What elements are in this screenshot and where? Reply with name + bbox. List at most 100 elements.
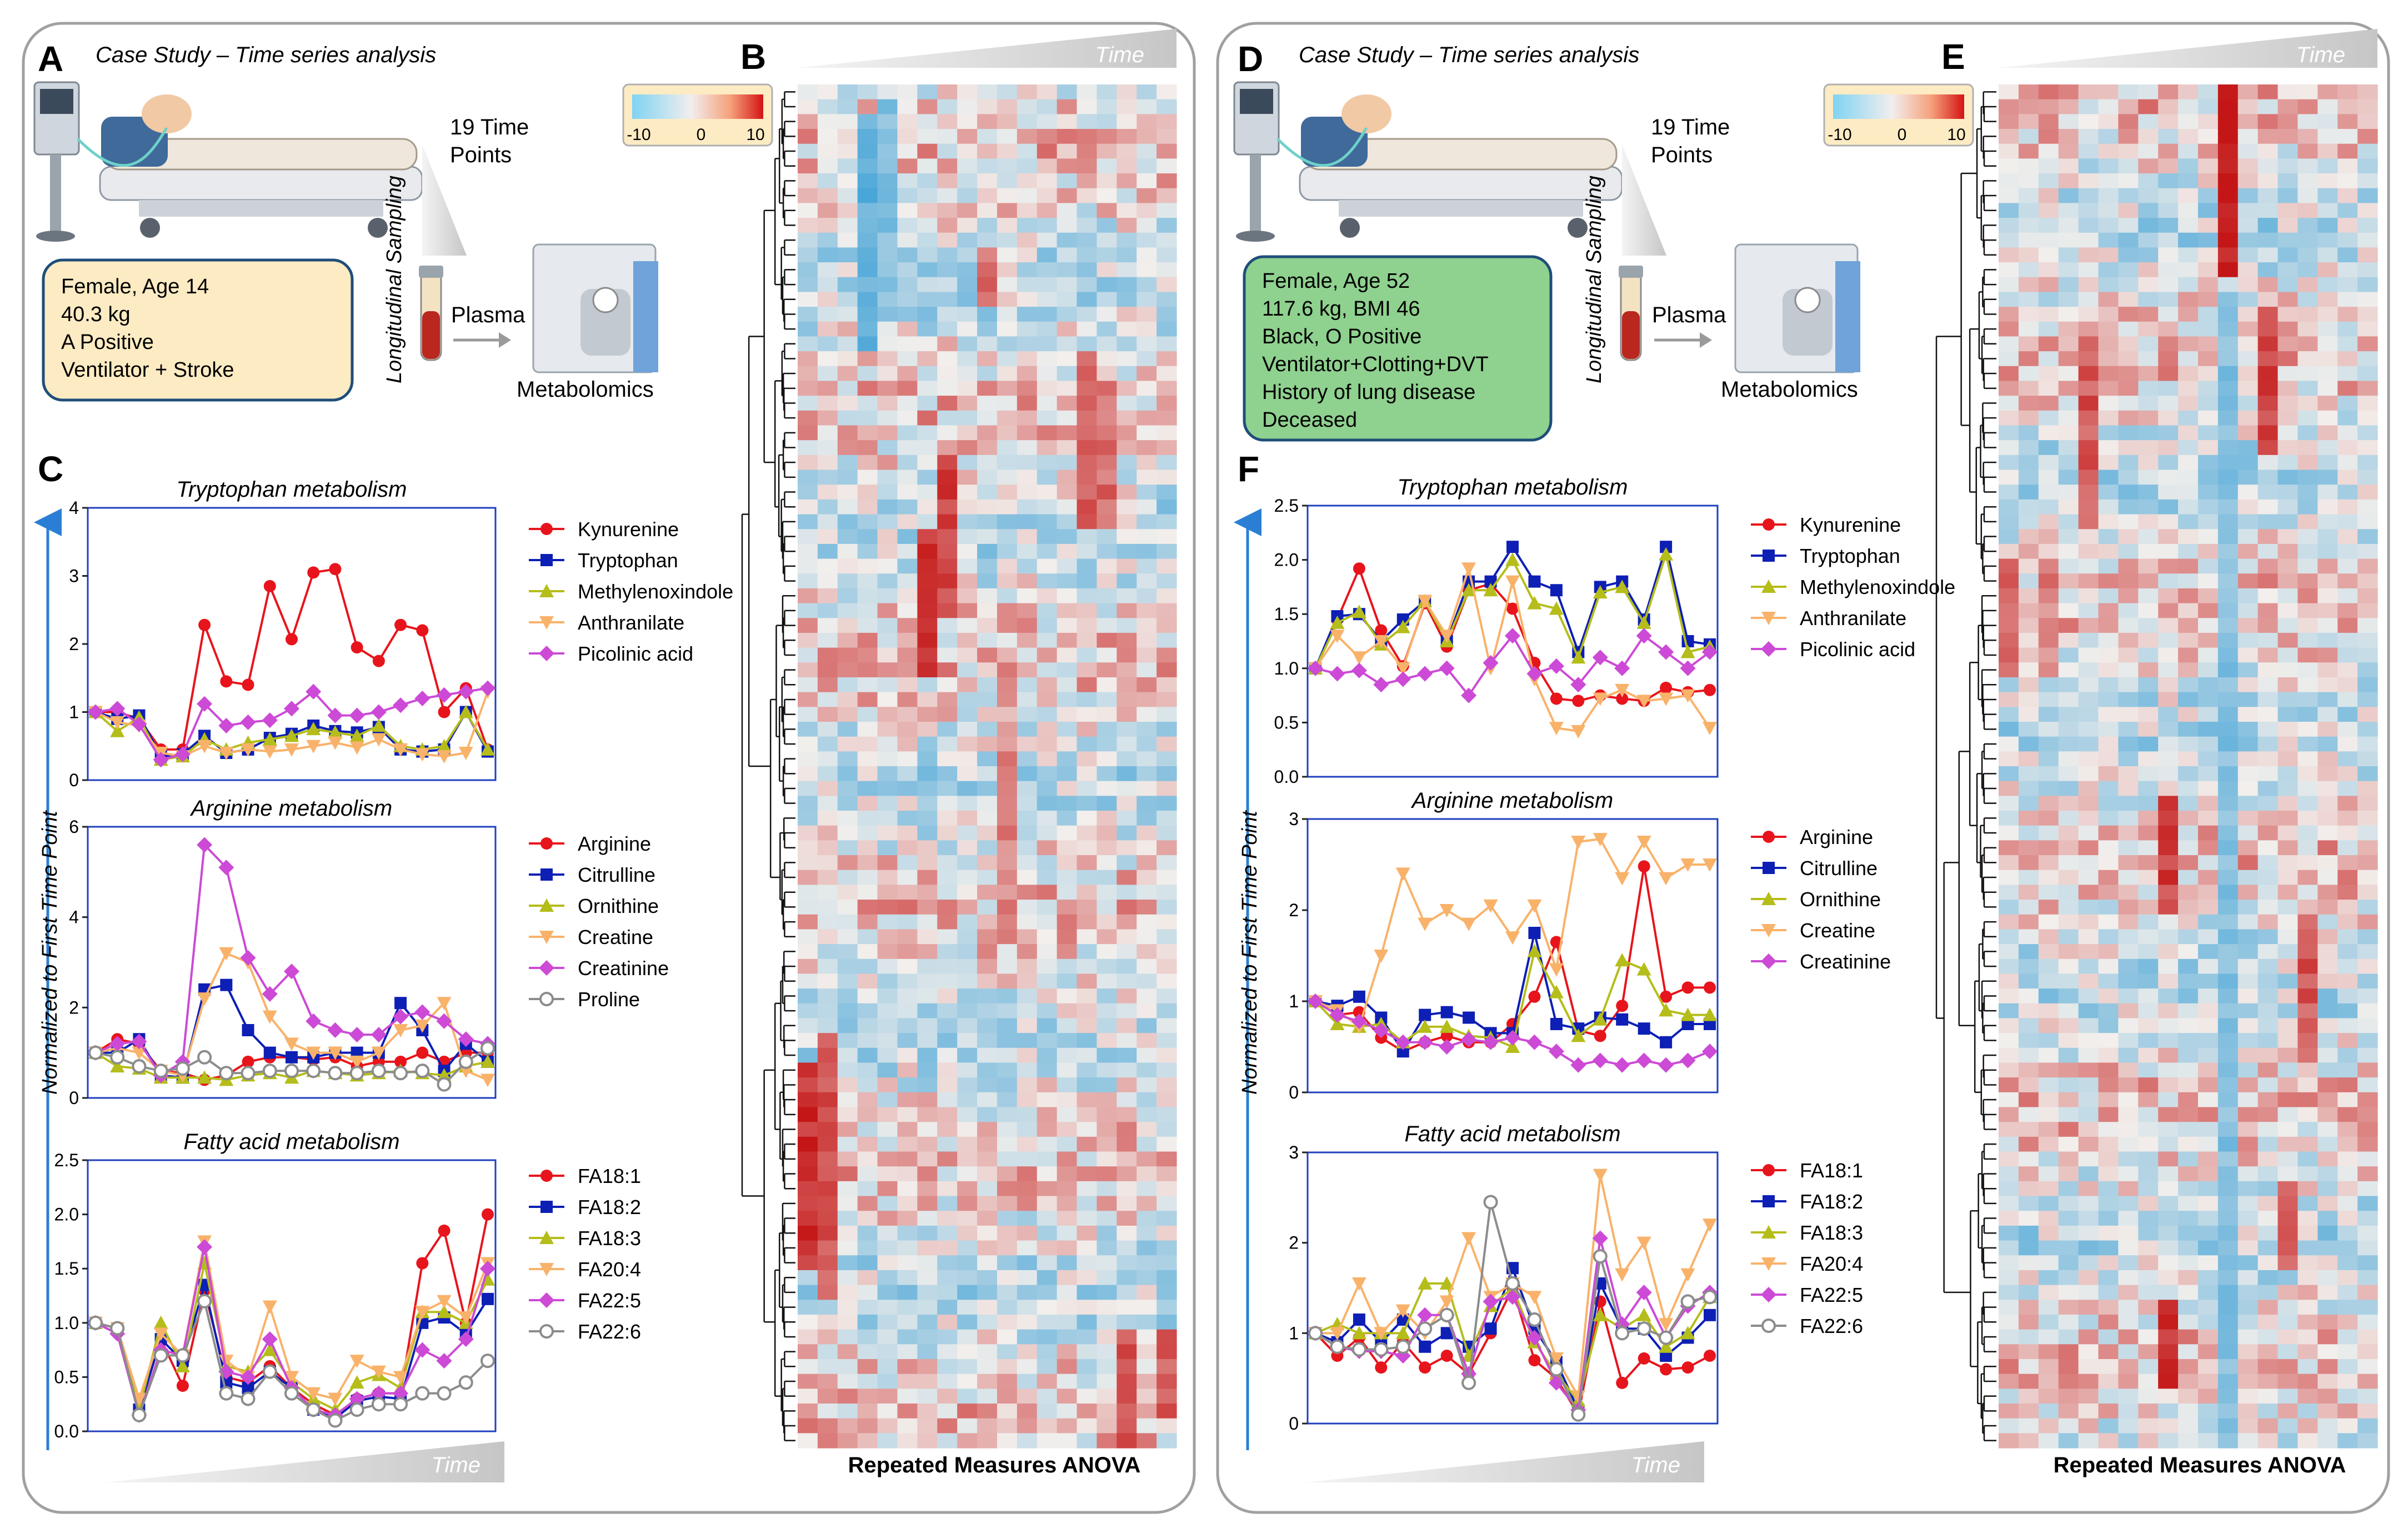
heatmap-cell [2357,796,2377,811]
heatmap-cell [2317,781,2337,796]
heatmap-cell [1057,959,1077,974]
heatmap-cell [2198,944,2218,959]
heatmap-cell [2337,470,2357,485]
heatmap-cell [2158,1285,2178,1300]
heatmap-cell [1157,692,1177,707]
heatmap-cell [2238,440,2258,455]
heatmap-cell [897,826,917,841]
heatmap-cell [897,277,917,292]
heatmap-cell [2337,1122,2357,1137]
heatmap-cell [977,396,997,411]
heatmap-cell [1037,529,1057,544]
heatmap-cell [878,677,898,692]
heatmap-cell [2118,588,2138,603]
heatmap-cell [2118,662,2138,677]
heatmap-cell [798,1166,818,1181]
heatmap-cell [1097,944,1117,959]
heatmap-cell [977,796,997,811]
heatmap-cell [1137,1166,1157,1181]
heatmap-cell [957,173,977,188]
heatmap-cell [2258,455,2278,470]
time-points-right-line-1: 19 Time [1651,115,1730,139]
heatmap-cell [2297,1077,2317,1092]
heatmap-cell [1157,900,1177,915]
heatmap-cell [2238,1315,2258,1330]
y-tick-label: 4 [69,907,79,927]
heatmap-cell [798,618,818,633]
patient-right-line-1: Female, Age 52 [1262,269,1410,293]
heatmap-cell [2079,1137,2099,1152]
heatmap-cell [2098,1137,2118,1152]
heatmap-cell [977,648,997,663]
heatmap-cell [798,233,818,248]
heatmap-cell [2039,173,2059,188]
heatmap-cell [2098,1077,2118,1092]
heatmap-cell [1137,158,1157,173]
heatmap-cell [798,603,818,618]
heatmap-cell [2278,500,2298,515]
heatmap-cell [858,188,878,203]
heatmap-cell [937,129,957,144]
heatmap-cell [1157,1092,1177,1107]
heatmap-cell [2118,99,2138,114]
heatmap-cell [798,870,818,885]
heatmap-cell [997,188,1017,203]
heatmap-cell [2317,1226,2337,1241]
heatmap-cell [2238,559,2258,574]
heatmap-cell [897,1389,917,1404]
heatmap-cell [2079,973,2099,988]
heatmap-cell [1017,648,1037,663]
heatmap-cell [917,1181,937,1196]
heatmap-cell [878,1077,898,1092]
heatmap-cell [2198,411,2218,426]
heatmap-cell [2297,1374,2317,1389]
heatmap-cell [2098,381,2118,396]
heatmap-cell [2258,307,2278,322]
heatmap-cell [1097,411,1117,426]
heatmap-cell [2337,114,2357,129]
heatmap-cell [957,1433,977,1448]
heatmap-cell [1037,1255,1057,1270]
heatmap-cell [2118,559,2138,574]
heatmap-cell [977,1374,997,1389]
heatmap-cell [858,826,878,841]
heatmap-cell [2297,766,2317,781]
heatmap-cell [2357,811,2377,826]
heatmap-cell [977,322,997,337]
heatmap-cell [1157,188,1177,203]
heatmap-cell [2178,262,2198,277]
heatmap-cell [858,1048,878,1063]
heatmap-cell [2138,1018,2158,1033]
heatmap-cell [917,885,937,900]
heatmap-cell [838,277,858,292]
heatmap-cell [858,515,878,530]
heatmap-cell [2138,766,2158,781]
heatmap-cell [1037,737,1057,752]
heatmap-cell [2059,1196,2079,1211]
heatmap-cell [1097,633,1117,648]
heatmap-cell [2317,796,2337,811]
heatmap-cell [2238,1226,2258,1241]
heatmap-cell [858,1062,878,1077]
heatmap-cell [997,1092,1017,1107]
heatmap-cell [897,840,917,855]
heatmap-cell [937,381,957,396]
heatmap-cell [2297,915,2317,930]
heatmap-cell [1077,144,1097,159]
data-point [242,1067,254,1079]
heatmap-cell [1117,500,1137,515]
heatmap-cell [1077,1255,1097,1270]
heatmap-cell [1057,1196,1077,1211]
data-point [1615,953,1629,966]
heatmap-cell [2218,515,2238,530]
heatmap-cell [2118,500,2138,515]
heatmap-cell [1057,114,1077,129]
data-point [111,1051,123,1063]
heatmap-cell [2118,84,2138,99]
heatmap-cell [977,247,997,262]
heatmap-cell [2317,173,2337,188]
heatmap-cell [1157,233,1177,248]
heatmap-cell [878,915,898,930]
heatmap-cell [917,648,937,663]
heatmap-cell [997,855,1017,870]
